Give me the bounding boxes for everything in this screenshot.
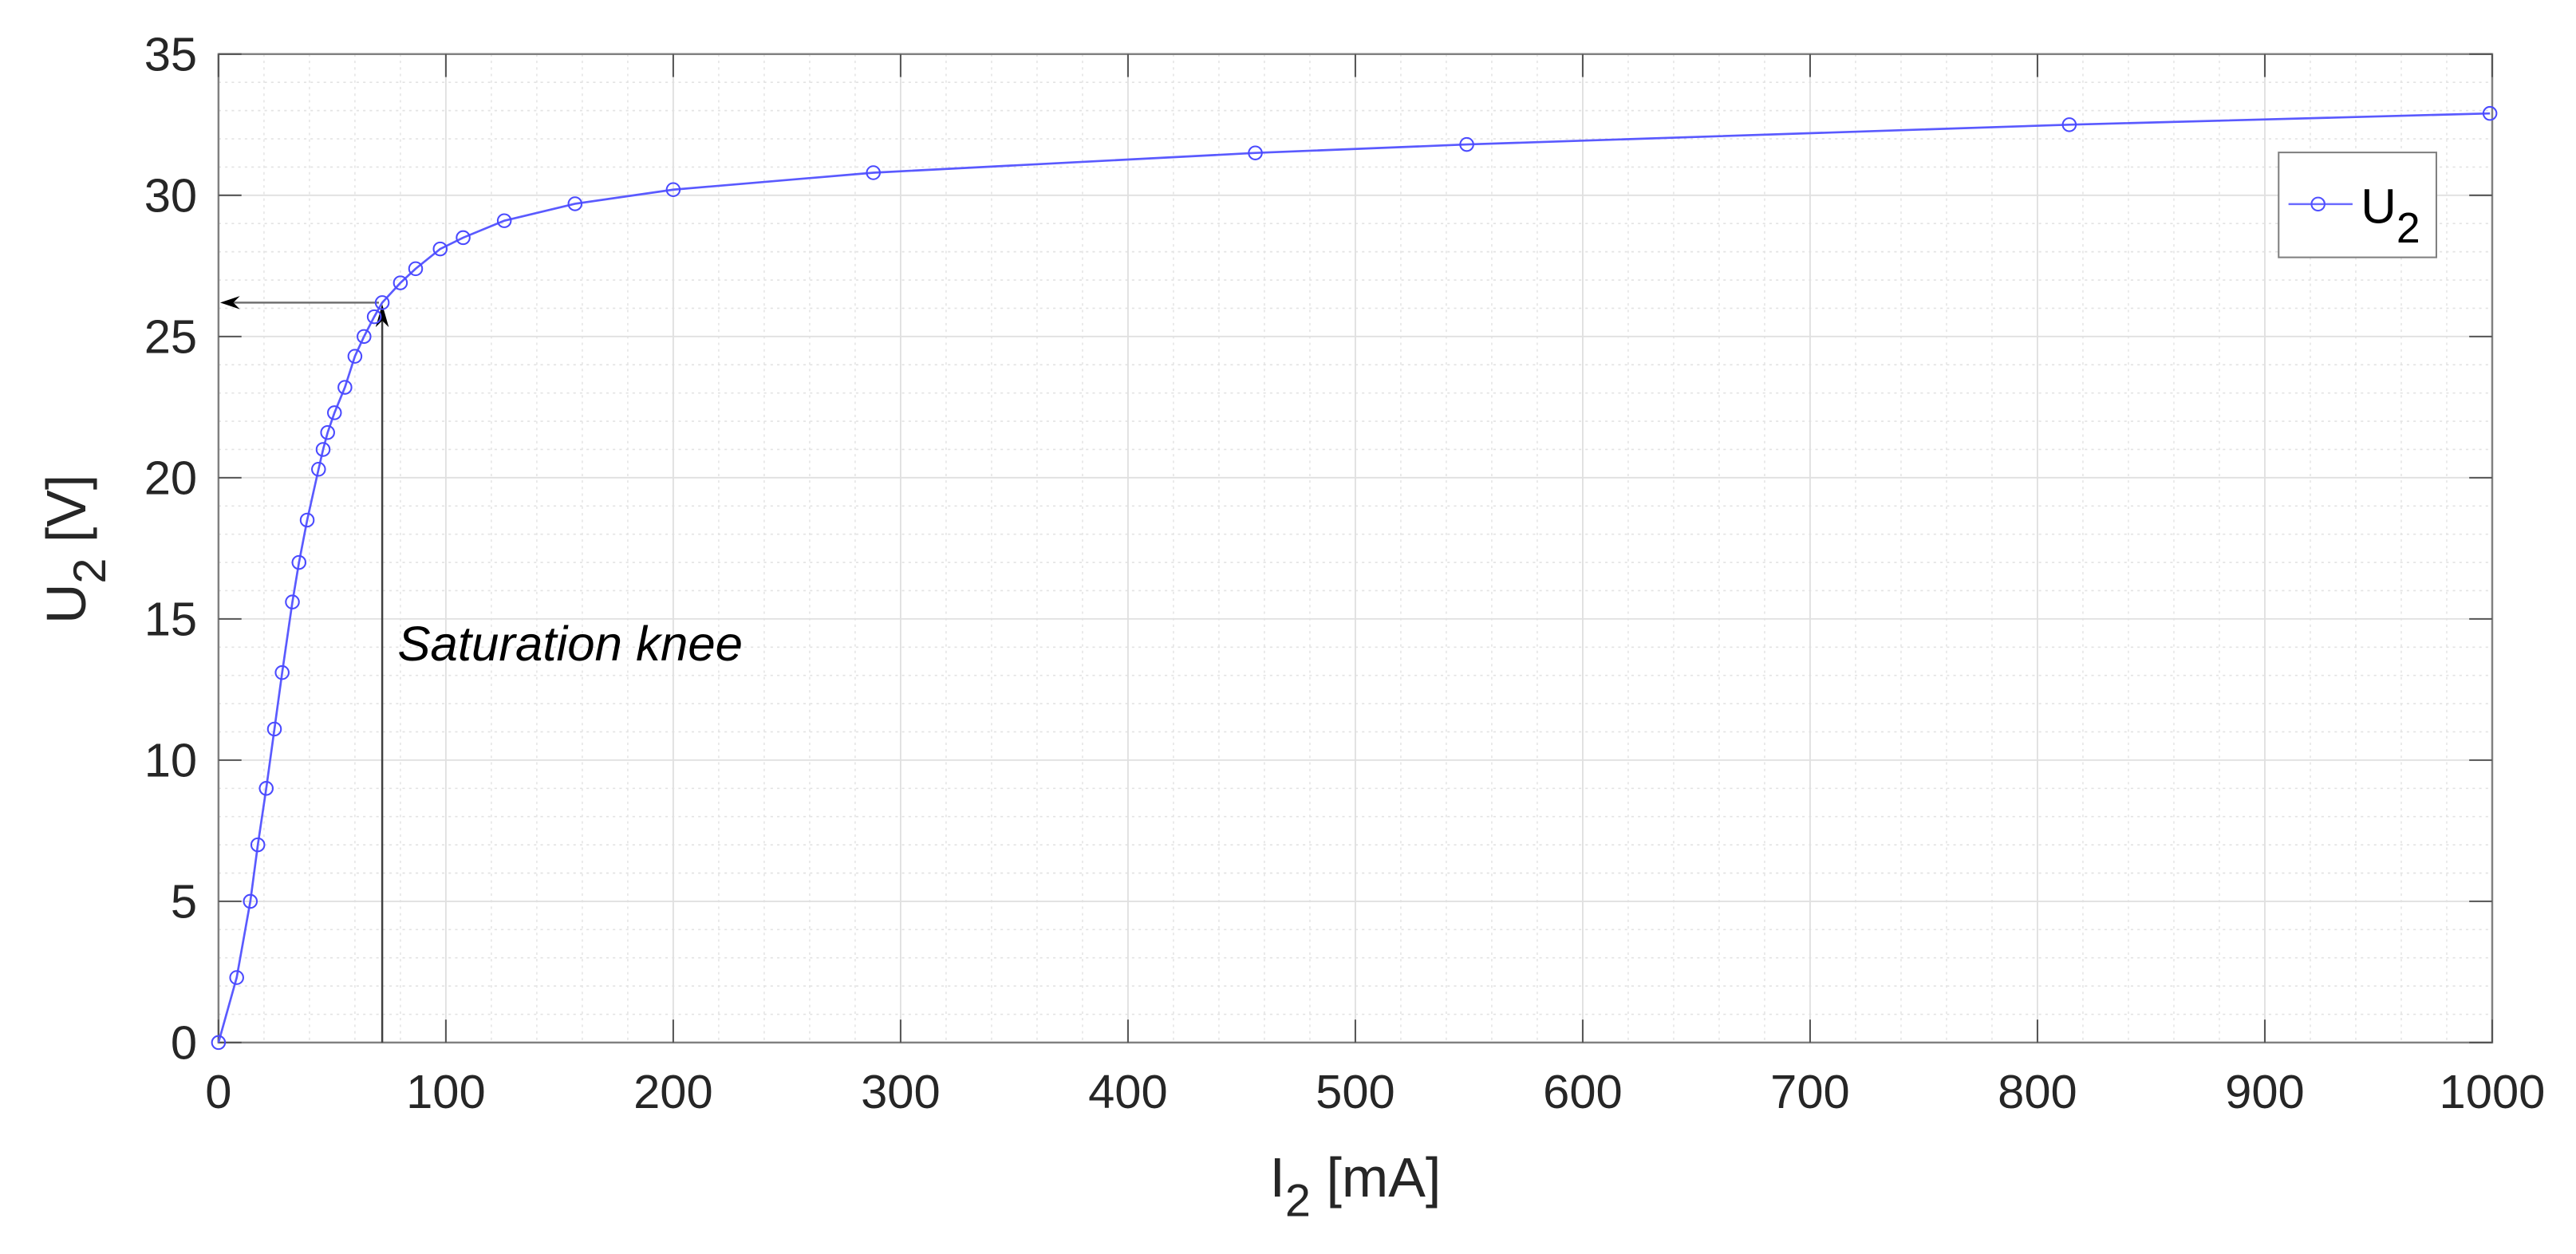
legend-marker-icon — [2310, 196, 2326, 212]
x-axis-label: I2 [mA] — [1269, 1146, 1441, 1227]
data-point-marker — [432, 241, 448, 257]
data-point-marker — [250, 837, 266, 853]
y-tick-label: 25 — [144, 310, 197, 363]
data-point-marker — [866, 165, 881, 180]
x-tick-label: 900 — [2225, 1065, 2305, 1118]
data-point-marker — [1459, 136, 1474, 152]
legend-label: U2 — [2361, 179, 2420, 253]
data-point-marker — [393, 275, 408, 290]
x-tick-label: 500 — [1316, 1065, 1395, 1118]
data-point-marker — [243, 893, 258, 909]
axis-ticks — [217, 53, 2494, 1043]
major-grid — [217, 53, 2493, 1043]
data-point-marker — [274, 664, 290, 680]
x-tick-label: 600 — [1543, 1065, 1623, 1118]
data-point-marker — [285, 594, 300, 609]
x-tick-label: 400 — [1088, 1065, 1168, 1118]
y-tick-label: 10 — [144, 733, 197, 787]
data-point-marker — [1248, 145, 1263, 160]
data-point-marker — [408, 261, 424, 277]
data-point-marker — [299, 512, 315, 528]
data-point-marker — [366, 309, 382, 325]
data-point-marker — [456, 230, 471, 246]
y-axis-label: U2 [V] — [35, 475, 116, 624]
x-tick-label: 0 — [205, 1065, 231, 1118]
x-tick-label: 800 — [1998, 1065, 2077, 1118]
data-point-marker — [291, 554, 307, 570]
y-tick-label: 35 — [144, 27, 197, 81]
horizontal-arrow-head — [219, 296, 240, 310]
data-point-marker — [258, 781, 274, 796]
data-point-marker — [326, 405, 342, 420]
data-point-marker — [496, 213, 512, 228]
knee-arrows — [219, 296, 389, 1043]
x-tick-label: 200 — [633, 1065, 713, 1118]
tick-labels: 0 100 200 300 400 500 600 700 800 900 1000 0 5 10 15 20… — [144, 27, 2546, 1118]
data-point-marker — [2061, 117, 2077, 132]
data-point-marker — [320, 424, 335, 440]
data-point-marker — [337, 380, 353, 395]
x-tick-label: 700 — [1770, 1065, 1850, 1118]
series-u2 — [211, 105, 2498, 1051]
data-point-marker — [2482, 105, 2498, 121]
x-tick-label: 300 — [861, 1065, 941, 1118]
y-tick-label: 20 — [144, 451, 197, 504]
annotation-saturation-knee: Saturation knee — [397, 617, 743, 672]
y-tick-label: 30 — [144, 168, 197, 222]
x-tick-label: 100 — [406, 1065, 486, 1118]
data-point-marker — [665, 182, 681, 197]
data-point-marker — [374, 295, 390, 310]
data-point-marker — [357, 329, 372, 345]
data-point-marker — [266, 721, 282, 737]
data-point-marker — [567, 196, 583, 211]
legend: U2 — [2278, 152, 2437, 258]
data-point-marker — [229, 970, 244, 985]
series-line — [217, 112, 2491, 1043]
y-tick-label: 15 — [144, 592, 197, 645]
data-point-marker — [347, 349, 363, 364]
data-point-marker — [315, 442, 331, 457]
y-tick-label: 5 — [171, 875, 197, 929]
data-point-marker — [311, 461, 326, 477]
data-point-marker — [211, 1035, 227, 1051]
x-tick-label: 1000 — [2440, 1065, 2546, 1118]
y-tick-label: 0 — [171, 1016, 197, 1070]
